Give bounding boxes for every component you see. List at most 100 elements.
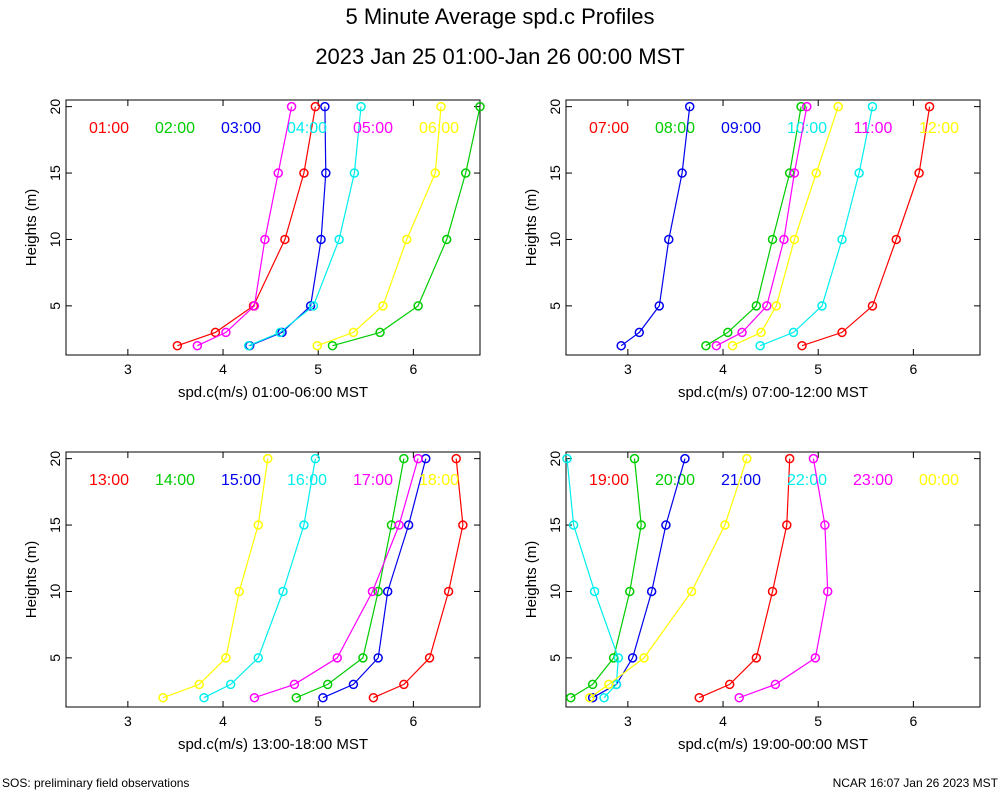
panel-1-point-0200 xyxy=(327,340,338,351)
panel-1-point-0600 xyxy=(348,327,359,338)
panel-2-point-0700 xyxy=(914,168,924,178)
panel-4-point-1900 xyxy=(724,679,735,690)
panel-1-series-line-0200 xyxy=(332,106,481,347)
panel-1-ytick-label: 5 xyxy=(47,302,63,310)
panel-1-point-0300 xyxy=(320,101,330,112)
panel-4-point-2200 xyxy=(562,453,572,464)
panel-2-point-0800 xyxy=(751,301,762,311)
chart-subtitle: 2023 Jan 25 01:00-Jan 26 00:00 MST xyxy=(315,44,685,69)
panel-3-ytick-label: 15 xyxy=(47,517,63,533)
panel-4-point-2000 xyxy=(566,692,576,703)
panel-1-point-0500 xyxy=(260,234,270,245)
panel-3-point-1500 xyxy=(318,692,328,703)
panel-1-series-line-0100 xyxy=(177,106,316,347)
panel-2-point-0700 xyxy=(837,327,847,338)
panel-1-point-0600 xyxy=(401,234,412,245)
panel-3-xtick-label: 5 xyxy=(314,713,322,729)
panel-3-point-1700 xyxy=(413,453,423,464)
panel-3-point-1400 xyxy=(373,586,383,597)
panel-3-legend-1300: 13:00 xyxy=(89,472,129,489)
panel-4-series-line-1900 xyxy=(698,458,791,699)
panel-3-point-1500 xyxy=(403,520,414,530)
panel-1-series-line-0600 xyxy=(317,106,442,347)
panel-3-point-1500 xyxy=(373,653,383,663)
panel-2-point-1100 xyxy=(779,234,789,245)
panel-3-point-1400 xyxy=(322,679,333,690)
panel-1-point-0500 xyxy=(249,301,260,311)
panel-1-point-0600 xyxy=(430,168,441,178)
panel-1-legend-0400: 04:00 xyxy=(287,120,327,137)
panel-1-legend-0300: 03:00 xyxy=(221,120,261,137)
panel-2-point-1000 xyxy=(854,168,864,178)
panel-4-point-1900 xyxy=(694,692,704,703)
panel-3-point-1600 xyxy=(199,692,209,703)
footer-note: SOS: preliminary field observations xyxy=(2,776,190,790)
panel-4-legend-2000: 20:00 xyxy=(655,472,695,489)
chart-title: 5 Minute Average spd.c Profiles xyxy=(345,4,655,29)
panel-1-point-0300 xyxy=(305,301,316,311)
panel-4-point-2000 xyxy=(587,679,598,690)
panel-4-point-0000 xyxy=(742,453,752,464)
panel-4-point-1900 xyxy=(782,520,792,530)
panel-3-point-1300 xyxy=(443,586,454,597)
panel-4-legend-2200: 22:00 xyxy=(787,472,827,489)
panel-4-xtick-label: 4 xyxy=(719,713,727,729)
panel-1-ytick-label: 20 xyxy=(47,99,63,115)
panel-2-xtick-label: 4 xyxy=(719,361,727,377)
panel-2-ylabel: Heights (m) xyxy=(523,189,540,267)
panel-2-point-1200 xyxy=(727,340,738,351)
panel-3-point-1400 xyxy=(358,653,368,663)
panel-3-point-1600 xyxy=(278,586,288,597)
panel-2-legend-0700: 07:00 xyxy=(589,120,629,137)
panel-2-point-1200 xyxy=(789,234,800,245)
panel-2-point-0900 xyxy=(634,327,645,338)
panel-2-series-line-0800 xyxy=(705,106,802,347)
panel-1-point-0300 xyxy=(316,234,326,245)
panel-2-series-line-1100 xyxy=(716,106,808,347)
panel-4-point-2100 xyxy=(661,520,671,530)
panel-2-point-1100 xyxy=(789,168,800,178)
panel-4-point-2100 xyxy=(627,653,638,663)
panel-1-point-0600 xyxy=(378,301,388,311)
panel-2-point-0900 xyxy=(664,234,674,245)
panel-2-point-0900 xyxy=(616,340,626,351)
panel-1-point-0400 xyxy=(349,168,360,178)
panel-3-series-line-1300 xyxy=(373,458,464,699)
panel-3-legend-1600: 16:00 xyxy=(287,472,327,489)
panel-2-point-0800 xyxy=(723,327,733,338)
panel-1-point-0100 xyxy=(172,340,183,351)
panel-4-ylabel: Heights (m) xyxy=(523,541,540,619)
panel-3-ytick-label: 10 xyxy=(47,583,63,599)
panel-4-point-2300 xyxy=(820,520,830,530)
panel-4-point-2200 xyxy=(589,586,600,597)
panel-3-point-1700 xyxy=(249,692,260,703)
panel-1-point-0200 xyxy=(460,168,471,178)
panel-2-point-1000 xyxy=(817,301,827,311)
panel-4-point-2100 xyxy=(646,586,657,597)
panel-2-xtick-label: 3 xyxy=(624,361,632,377)
panel-2-ytick-label: 5 xyxy=(547,302,563,310)
panel-3-point-1700 xyxy=(332,653,342,663)
panel-4-point-0000 xyxy=(585,692,595,703)
panel-4-point-0000 xyxy=(686,586,697,597)
panel-4-xlabel: spd.c(m/s) 19:00-00:00 MST xyxy=(678,736,868,753)
panel-2-xtick-label: 6 xyxy=(909,361,917,377)
panel-3-xlabel: spd.c(m/s) 13:00-18:00 MST xyxy=(178,736,368,753)
panel-2-point-1200 xyxy=(811,168,822,178)
panel-1-legend-0600: 06:00 xyxy=(419,120,459,137)
panel-1-point-0200 xyxy=(375,327,385,338)
panel-1-legend-0100: 01:00 xyxy=(89,120,129,137)
panel-4-point-2200 xyxy=(568,520,579,530)
panel-1-point-0100 xyxy=(299,168,309,178)
panel-1-ytick-label: 15 xyxy=(47,165,63,181)
panel-1-point-0100 xyxy=(280,234,290,245)
panel-2-point-0800 xyxy=(784,168,795,178)
panel-3-point-1800 xyxy=(158,692,168,703)
panel-3-point-1300 xyxy=(451,453,461,464)
panel-1-point-0400 xyxy=(356,101,366,112)
panel-4-point-2000 xyxy=(608,653,619,663)
panel-3-point-1800 xyxy=(263,453,273,464)
panel-2-legend-1000: 10:00 xyxy=(787,120,827,137)
panel-4-point-2000 xyxy=(625,586,635,597)
panel-1-point-0500 xyxy=(221,327,231,338)
